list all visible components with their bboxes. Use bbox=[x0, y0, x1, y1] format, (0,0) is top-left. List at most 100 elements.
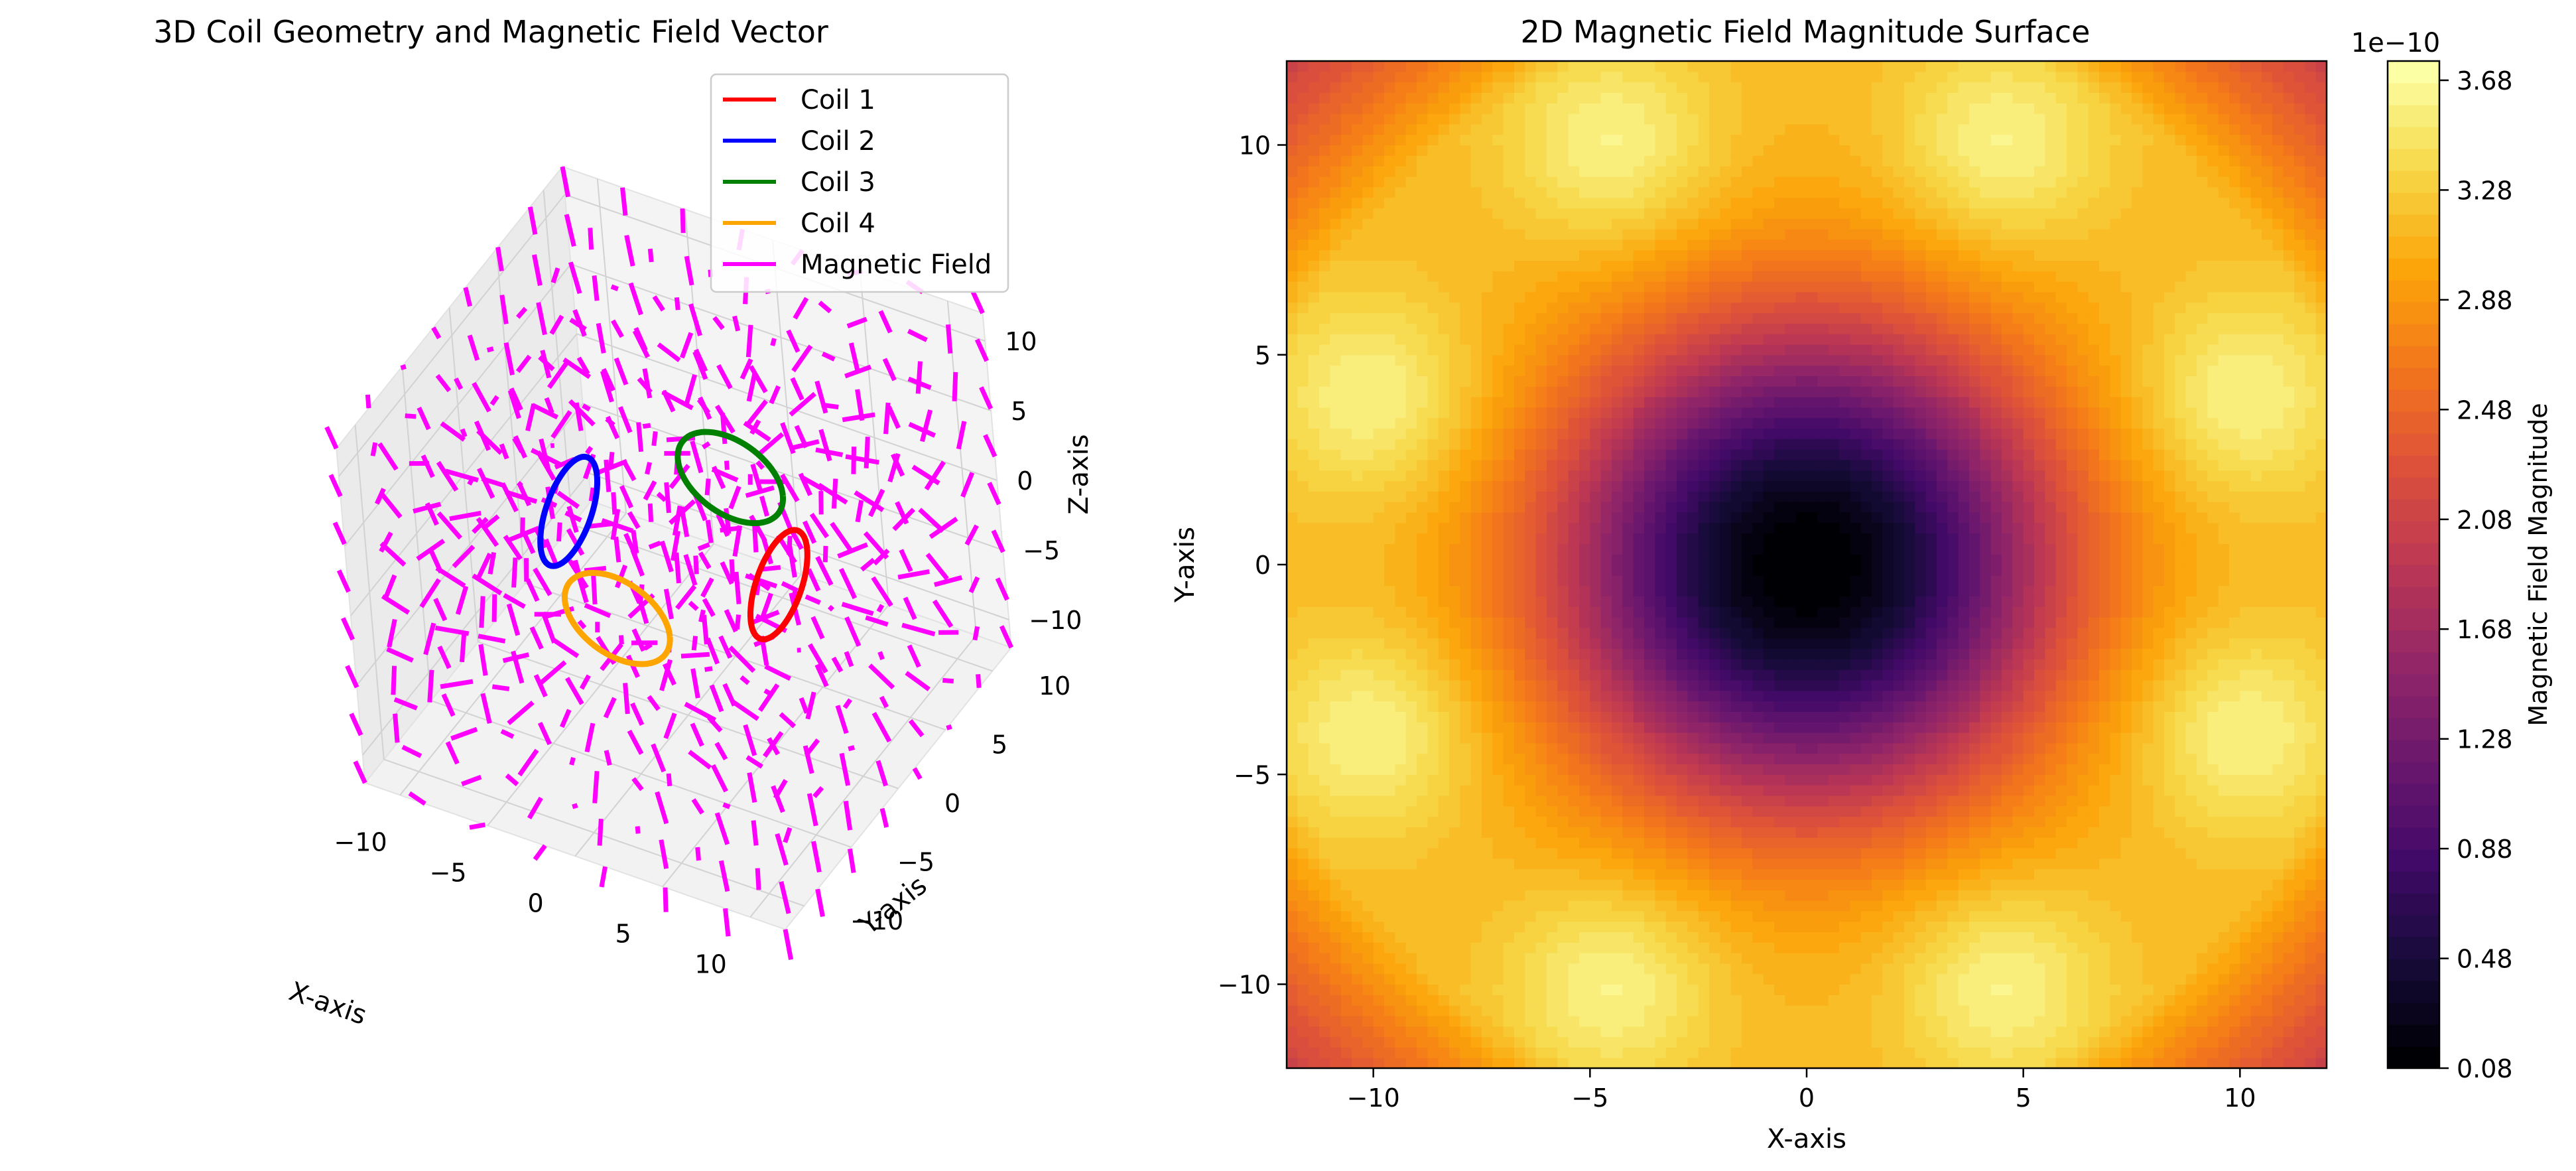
map-cell bbox=[1308, 648, 1320, 659]
map-cell bbox=[1730, 963, 1742, 975]
map-cell bbox=[1319, 533, 1330, 544]
map-cell bbox=[1742, 805, 1753, 817]
map-cell bbox=[1330, 565, 1342, 576]
map-cell bbox=[1514, 155, 1525, 167]
map-cell bbox=[1492, 208, 1504, 219]
map-cell bbox=[1525, 995, 1537, 1006]
map-cell bbox=[1547, 847, 1558, 859]
map-cell bbox=[1600, 428, 1612, 439]
map-cell bbox=[1557, 376, 1569, 387]
map-cell bbox=[1535, 491, 1547, 502]
map-cell bbox=[1319, 890, 1330, 901]
map-cell bbox=[1319, 312, 1330, 324]
map-cell bbox=[1384, 690, 1395, 702]
map-cell bbox=[1698, 764, 1710, 775]
map-cell bbox=[1547, 512, 1558, 523]
map-cell bbox=[1449, 166, 1460, 177]
map-cell bbox=[1600, 648, 1612, 659]
map-cell bbox=[1665, 1015, 1677, 1027]
map-cell bbox=[1547, 585, 1558, 597]
map-cell bbox=[1742, 407, 1753, 419]
map-cell bbox=[1730, 648, 1742, 659]
map-cell bbox=[1600, 176, 1612, 188]
map-cell bbox=[1460, 145, 1472, 156]
map-cell bbox=[1742, 113, 1753, 125]
map-cell bbox=[1752, 679, 1764, 691]
map-cell bbox=[1362, 543, 1374, 555]
map-cell bbox=[1384, 302, 1395, 314]
map-cell bbox=[1579, 1005, 1590, 1016]
field-vector bbox=[770, 338, 777, 346]
field-vector bbox=[757, 683, 780, 713]
map-cell bbox=[1362, 795, 1374, 807]
map-cell bbox=[1698, 575, 1710, 586]
map-cell bbox=[1568, 795, 1580, 807]
map-cell bbox=[1287, 281, 1298, 293]
map-cell bbox=[1535, 155, 1547, 167]
map-cell bbox=[1525, 565, 1537, 576]
map-cell bbox=[1579, 837, 1590, 849]
map-cell bbox=[1352, 648, 1363, 659]
map-cell bbox=[1340, 218, 1352, 230]
map-cell bbox=[1709, 239, 1720, 251]
map-cell bbox=[1612, 795, 1623, 807]
map-cell bbox=[1438, 470, 1450, 482]
map-cell bbox=[1308, 397, 1320, 408]
map-cell bbox=[1677, 858, 1688, 870]
map-cell bbox=[1677, 439, 1688, 450]
map-cell bbox=[1330, 459, 1342, 471]
map-cell bbox=[1395, 480, 1407, 492]
map-cell bbox=[1373, 449, 1385, 460]
map-cell bbox=[1427, 271, 1439, 282]
map-cell bbox=[1644, 1005, 1655, 1016]
map-cell bbox=[1590, 764, 1602, 775]
field-vector bbox=[779, 880, 791, 914]
map-cell bbox=[1514, 417, 1525, 429]
map-cell bbox=[1503, 208, 1515, 219]
map-cell bbox=[1547, 701, 1558, 712]
map-cell bbox=[1482, 208, 1493, 219]
map-cell bbox=[1482, 868, 1493, 880]
map-cell bbox=[1297, 827, 1309, 838]
map-cell bbox=[1655, 868, 1667, 880]
map-cell bbox=[1590, 82, 1602, 94]
map-cell bbox=[1644, 617, 1655, 628]
map-cell bbox=[1482, 543, 1493, 555]
map-cell bbox=[1600, 669, 1612, 681]
map-cell bbox=[1547, 659, 1558, 670]
field-vector bbox=[400, 364, 407, 370]
map-cell bbox=[1417, 805, 1428, 817]
map-cell bbox=[1373, 606, 1385, 618]
map-cell bbox=[1622, 386, 1634, 397]
map-cell bbox=[1460, 176, 1472, 188]
map-cell bbox=[1460, 522, 1472, 534]
map-cell bbox=[1384, 407, 1395, 419]
map-cell bbox=[1449, 921, 1460, 933]
map-cell bbox=[1330, 449, 1342, 460]
map-cell bbox=[1557, 407, 1569, 419]
map-cell bbox=[1622, 963, 1634, 975]
map-cell bbox=[1763, 858, 1775, 870]
map-cell bbox=[1460, 774, 1472, 786]
field-vector bbox=[655, 791, 669, 825]
map-cell bbox=[1730, 764, 1742, 775]
map-cell bbox=[1568, 229, 1580, 240]
coil-3-loop bbox=[675, 429, 787, 527]
map-cell bbox=[1384, 921, 1395, 933]
field-vector bbox=[755, 868, 761, 890]
map-cell bbox=[1579, 617, 1590, 628]
field-vector bbox=[659, 839, 669, 869]
map-cell bbox=[1362, 302, 1374, 314]
map-cell bbox=[1742, 837, 1753, 849]
field-vector bbox=[539, 438, 551, 472]
map-cell bbox=[1352, 701, 1363, 712]
map-cell bbox=[1319, 585, 1330, 597]
field-vector bbox=[440, 421, 466, 442]
map-cell bbox=[1665, 659, 1677, 670]
field-vector bbox=[764, 664, 792, 681]
map-cell bbox=[1438, 868, 1450, 880]
map-cell bbox=[1557, 134, 1569, 146]
map-cell bbox=[1362, 312, 1374, 324]
map-cell bbox=[1677, 1005, 1688, 1016]
map-cell bbox=[1547, 397, 1558, 408]
